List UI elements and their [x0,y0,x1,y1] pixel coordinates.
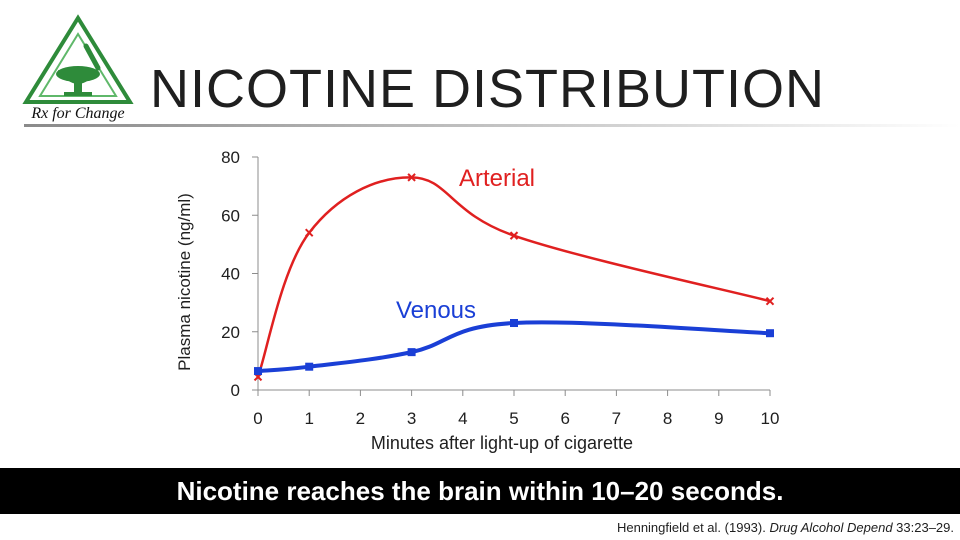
x-tick-label: 10 [761,409,780,428]
citation: Henningfield et al. (1993). Drug Alcohol… [617,520,954,535]
x-tick-label: 0 [253,409,262,428]
venous-data-point [766,329,774,338]
title-divider [24,124,960,127]
y-axis-title: Plasma nicotine (ng/ml) [175,193,194,371]
citation-journal: Drug Alcohol Depend [769,520,893,535]
y-tick-label: 80 [221,148,240,167]
key-message-banner: Nicotine reaches the brain within 10–20 … [0,468,960,514]
venous-data-point [510,319,518,328]
x-tick-label: 7 [612,409,621,428]
logo-text: Rx for Change [30,105,124,122]
x-tick-label: 3 [407,409,416,428]
x-tick-label: 9 [714,409,723,428]
x-tick-label: 8 [663,409,672,428]
citation-ref: 33:23–29. [892,520,954,535]
slide-title: NICOTINE DISTRIBUTION [150,59,826,119]
arterial-data-point [407,173,416,182]
arterial-series-label: Arterial [459,165,535,192]
y-tick-label: 20 [221,323,240,342]
arterial-data-point [304,228,314,237]
citation-authors: Henningfield et al. (1993). [616,520,770,535]
x-tick-label: 4 [458,409,467,428]
x-tick-label: 2 [356,409,365,428]
chart-labels: 0 20 40 60 80 0 1 2 3 4 5 6 7 8 9 10 Minutes after light… [175,148,779,453]
x-tick-label: 1 [304,409,313,428]
rx-for-change-logo: Rx for Change [22,14,134,122]
chart-series [253,173,775,382]
chart-axes [252,156,771,396]
x-tick-label: 6 [560,409,569,428]
y-tick-label: 0 [231,381,240,400]
venous-series-line [257,320,771,374]
venous-data-point [254,367,262,376]
venous-data-point [407,348,416,357]
x-tick-label: 5 [509,409,518,428]
venous-series-label: Venous [396,297,476,324]
arterial-series-line [256,176,771,378]
y-tick-label: 40 [221,265,240,284]
venous-data-point [305,362,314,371]
arterial-data-point [509,231,519,240]
y-tick-label: 60 [221,206,240,225]
arterial-data-point [765,296,775,306]
nicotine-line-chart: 0 20 40 60 80 0 1 2 3 4 5 6 7 8 9 10 Minutes after light… [175,148,779,453]
x-axis-title: Minutes after light-up of cigarette [371,433,633,453]
